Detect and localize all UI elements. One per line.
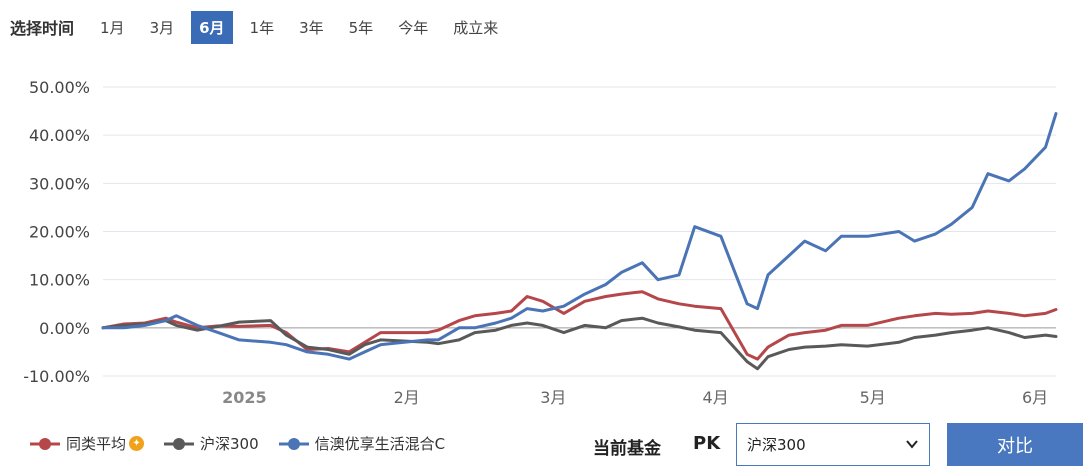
performance-chart: 50.00% 40.00% 30.00% 20.00% 10.00% 0.00% -10.0… — [23, 78, 1058, 407]
chart-legend: 同类平均 ✦ 沪深300 信澳优享生活混合C — [30, 433, 465, 454]
y-tick-label: 30.00% — [29, 174, 90, 193]
y-tick-label: 50.00% — [29, 78, 90, 97]
series-layer — [101, 112, 1058, 371]
x-tick-label: 4月 — [703, 388, 729, 407]
y-tick-label: 0.00% — [39, 319, 90, 338]
legend-marker-fund — [278, 437, 309, 450]
series-line-2 — [101, 112, 1058, 361]
legend-label-fund: 信澳优享生活混合C — [314, 435, 446, 453]
y-tick-label: 40.00% — [29, 126, 90, 145]
y-axis: 50.00% 40.00% 30.00% 20.00% 10.00% 0.00% -10.0… — [23, 78, 90, 386]
legend-label-csi300: 沪深300 — [200, 435, 259, 453]
current-fund-label: 当前基金 — [593, 439, 661, 459]
compare-button[interactable]: 对比 — [947, 423, 1083, 466]
chevron-down-icon — [906, 440, 918, 449]
series-line-0 — [101, 290, 1058, 361]
y-tick-label: 10.00% — [29, 271, 90, 290]
x-tick-label: 2025 — [222, 388, 267, 407]
y-tick-label: 20.00% — [29, 223, 90, 242]
range-option-1y[interactable]: 1年 — [249, 18, 275, 37]
legend-marker-peer-average — [30, 437, 60, 450]
legend-item-fund[interactable]: 信澳优享生活混合C — [278, 433, 446, 454]
range-option-3y[interactable]: 3年 — [299, 18, 324, 37]
bonus-icon[interactable]: ✦ — [129, 436, 145, 451]
legend-marker-csi300 — [164, 437, 195, 450]
x-tick-label: 3月 — [540, 388, 566, 407]
x-axis: 2025 2月 3月 4月 5月 6月 — [222, 388, 1048, 407]
series-line-1 — [101, 316, 1058, 371]
pk-label: PK — [693, 433, 721, 454]
legend-item-peer-average[interactable]: 同类平均 ✦ — [30, 433, 145, 454]
range-option-5y[interactable]: 5年 — [348, 18, 374, 37]
benchmark-select-value: 沪深300 — [747, 436, 806, 454]
range-option-3m[interactable]: 3月 — [149, 18, 175, 37]
grid-layer — [103, 86, 1056, 377]
range-title: 选择时间 — [10, 19, 75, 38]
legend-item-csi300[interactable]: 沪深300 — [164, 433, 259, 454]
range-option-1m[interactable]: 1月 — [100, 18, 125, 37]
range-option-ytd[interactable]: 今年 — [398, 18, 429, 37]
benchmark-select[interactable]: 沪深300 — [736, 423, 930, 466]
x-tick-label: 5月 — [860, 388, 886, 407]
range-option-6m[interactable]: 6月 — [191, 10, 233, 44]
time-range-selector: 选择时间 1月 3月 6月 1年 3年 5年 今年 成立来 — [10, 10, 515, 44]
legend-label-peer-average: 同类平均 — [66, 435, 127, 453]
x-tick-label: 2月 — [394, 388, 420, 407]
range-option-since-inception[interactable]: 成立来 — [453, 18, 499, 37]
x-tick-label: 6月 — [1022, 388, 1048, 407]
y-tick-label: -10.00% — [23, 367, 90, 386]
